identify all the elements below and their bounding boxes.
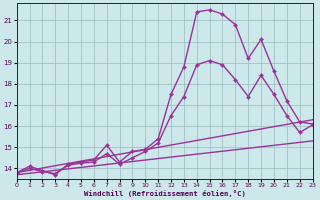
X-axis label: Windchill (Refroidissement éolien,°C): Windchill (Refroidissement éolien,°C): [84, 190, 245, 197]
